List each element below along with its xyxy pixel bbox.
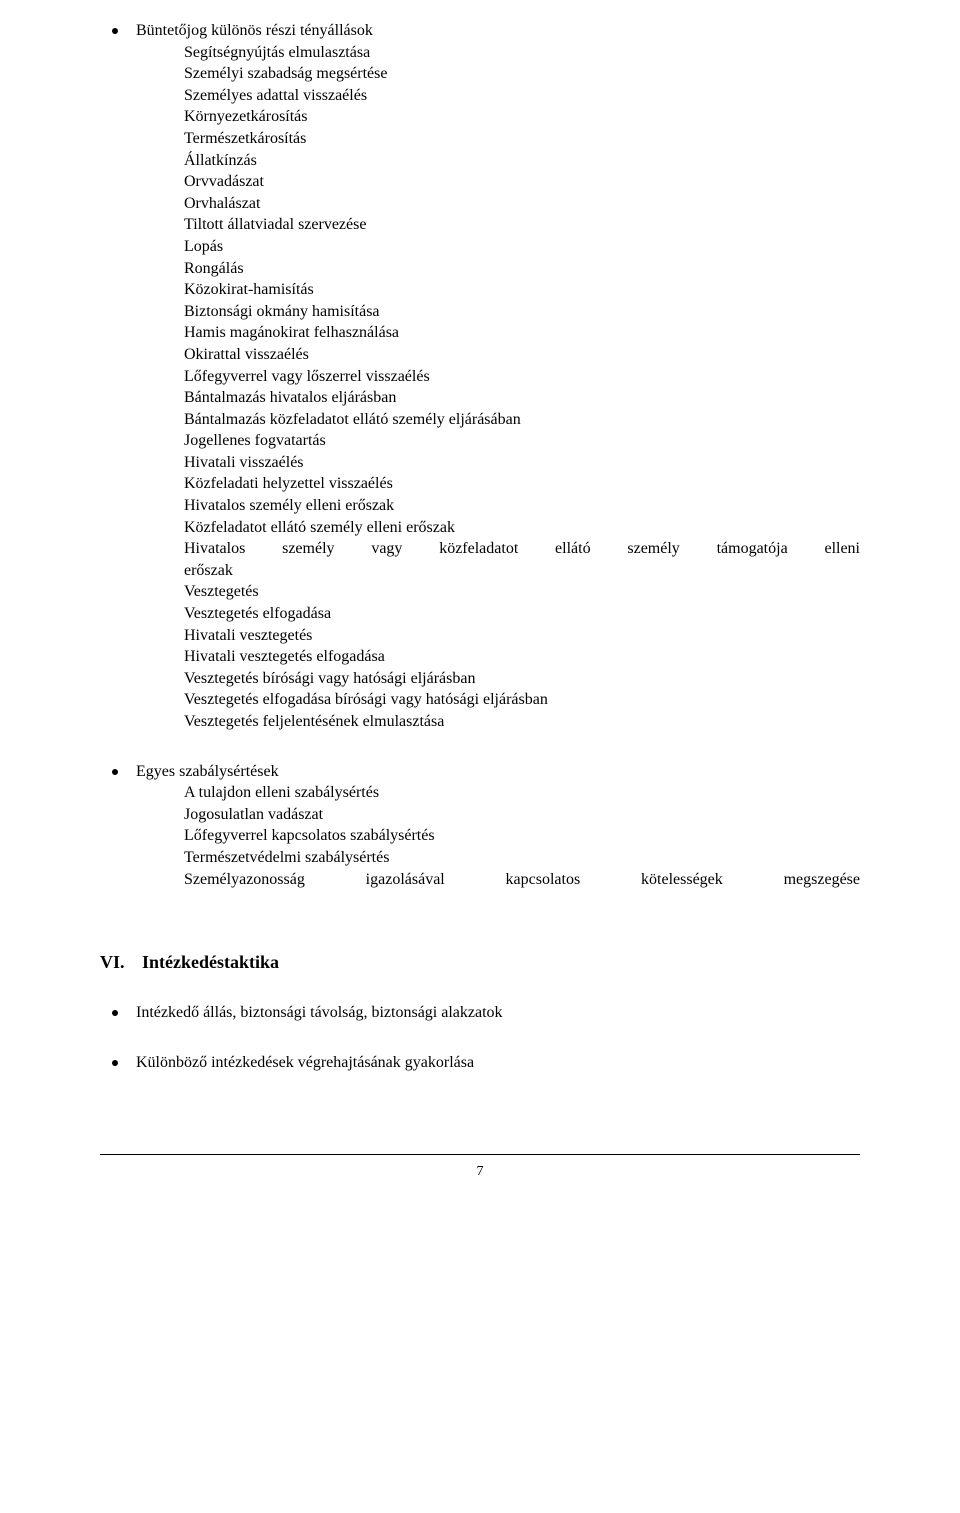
list-item: Hivatalos személy vagy közfeladatot ellá… <box>184 538 860 560</box>
list-item: Vesztegetés <box>184 581 860 603</box>
list-item: Segítségnyújtás elmulasztása <box>184 42 860 64</box>
page-number: 7 <box>477 1164 484 1179</box>
list-item: Természetvédelmi szabálysértés <box>184 847 860 869</box>
list-item: Bántalmazás hivatalos eljárásban <box>184 387 860 409</box>
list-item: Jogosulatlan vadászat <box>184 804 860 826</box>
heading-roman: VI. <box>100 950 128 974</box>
list-item: Állatkínzás <box>184 150 860 172</box>
list-item: Orvvadászat <box>184 171 860 193</box>
bullet-row: Büntetőjog különös részi tényállások <box>100 20 860 42</box>
list-item: Hivatalos személy elleni erőszak <box>184 495 860 517</box>
list-item: Személyi szabadság megsértése <box>184 63 860 85</box>
list-item: Személyazonosság igazolásával kapcsolato… <box>184 869 860 891</box>
bullet-label: Egyes szabálysértések <box>136 761 860 783</box>
list-item: erőszak <box>184 560 860 582</box>
list-item: Közfeladati helyzettel visszaélés <box>184 473 860 495</box>
bullet-icon <box>112 769 118 775</box>
bullet-label: Intézkedő állás, biztonsági távolság, bi… <box>136 1002 860 1024</box>
bullet-icon <box>112 1060 118 1066</box>
page-footer: 7 <box>100 1154 860 1182</box>
list-item: Hivatali vesztegetés <box>184 625 860 647</box>
list-item: Személyes adattal visszaélés <box>184 85 860 107</box>
bullet-row: Különböző intézkedések végrehajtásának g… <box>100 1052 860 1074</box>
list-item: Vesztegetés elfogadása bírósági vagy hat… <box>184 689 860 711</box>
list-item: Vesztegetés feljelentésének elmulasztása <box>184 711 860 733</box>
list-item: Okirattal visszaélés <box>184 344 860 366</box>
heading-text: Intézkedéstaktika <box>142 950 279 974</box>
bullet-label: Büntetőjog különös részi tényállások <box>136 20 860 42</box>
list-item: Hamis magánokirat felhasználása <box>184 322 860 344</box>
bullet-icon <box>112 1010 118 1016</box>
bullet-section-3: Intézkedő állás, biztonsági távolság, bi… <box>100 1002 860 1073</box>
bullet-section-2: Egyes szabálysértések A tulajdon elleni … <box>100 761 860 891</box>
list-item: Biztonsági okmány hamisítása <box>184 301 860 323</box>
list-item: Bántalmazás közfeladatot ellátó személy … <box>184 409 860 431</box>
list-item: Tiltott állatviadal szervezése <box>184 214 860 236</box>
bullet-section-1: Büntetőjog különös részi tényállások Seg… <box>100 20 860 733</box>
list-item: Lőfegyverrel kapcsolatos szabálysértés <box>184 825 860 847</box>
sub-list-2: A tulajdon elleni szabálysértésJogosulat… <box>184 782 860 890</box>
heading-row: VI. Intézkedéstaktika <box>100 950 860 974</box>
list-item: Jogellenes fogvatartás <box>184 430 860 452</box>
bullet-icon <box>112 28 118 34</box>
list-item: Közfeladatot ellátó személy elleni erősz… <box>184 517 860 539</box>
list-item: Vesztegetés bírósági vagy hatósági eljár… <box>184 668 860 690</box>
list-item: Természetkárosítás <box>184 128 860 150</box>
list-item: Vesztegetés elfogadása <box>184 603 860 625</box>
bullet-label: Különböző intézkedések végrehajtásának g… <box>136 1052 860 1074</box>
list-item: Rongálás <box>184 258 860 280</box>
list-item: A tulajdon elleni szabálysértés <box>184 782 860 804</box>
list-item: Lőfegyverrel vagy lőszerrel visszaélés <box>184 366 860 388</box>
bullet-row: Egyes szabálysértések <box>100 761 860 783</box>
list-item: Környezetkárosítás <box>184 106 860 128</box>
list-item: Közokirat-hamisítás <box>184 279 860 301</box>
sub-list-1: Segítségnyújtás elmulasztásaSzemélyi sza… <box>184 42 860 733</box>
list-item: Hivatali visszaélés <box>184 452 860 474</box>
list-item: Hivatali vesztegetés elfogadása <box>184 646 860 668</box>
list-item: Lopás <box>184 236 860 258</box>
bullet-row: Intézkedő állás, biztonsági távolság, bi… <box>100 1002 860 1024</box>
list-item: Orvhalászat <box>184 193 860 215</box>
